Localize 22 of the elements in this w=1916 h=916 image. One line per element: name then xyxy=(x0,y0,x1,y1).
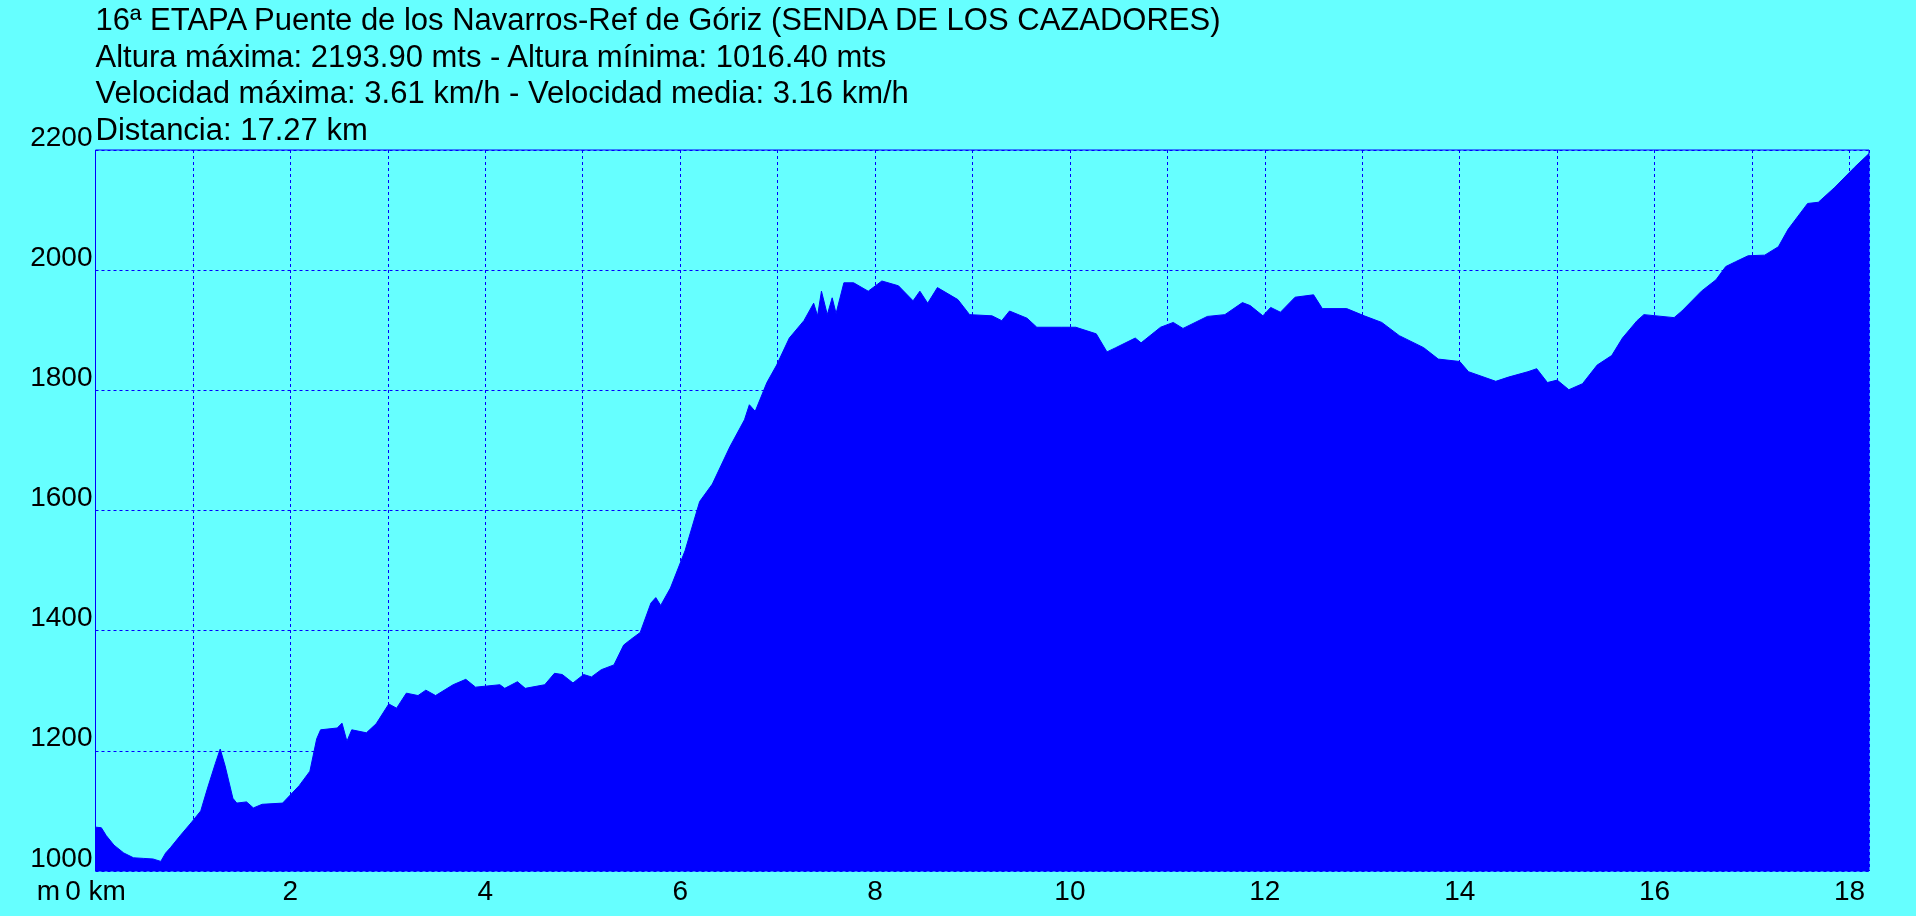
y-axis-title: m xyxy=(36,874,60,906)
chart-title: 16ª ETAPA Puente de los Navarros-Ref de Góriz (SENDA DE LOS CAZADORES) xyxy=(95,2,1221,37)
y-tick-label: 1800 xyxy=(30,360,93,392)
text: Velocidad máxima: 3.61 km/h - Velocidad media: 3.16 km/h xyxy=(95,75,909,110)
x-tick-label: 0 km xyxy=(65,874,126,906)
y-tick-label: 1400 xyxy=(30,601,93,633)
x-tick-label: 2 xyxy=(282,874,299,906)
x-tick-label: 18 xyxy=(1833,874,1866,906)
x-tick-label: 14 xyxy=(1444,874,1476,906)
x-tick-label: 6 xyxy=(672,874,688,906)
x-tick-label: 16 xyxy=(1639,874,1671,906)
y-tick-label: 1000 xyxy=(30,841,93,873)
text: Distancia: 17.27 km xyxy=(95,111,368,147)
y-tick-label: 1200 xyxy=(30,721,93,753)
text: Altura máxima: 2193.90 mts - Altura mínima: 1016.40 mts xyxy=(95,38,887,74)
y-tick-label: 2200 xyxy=(30,120,93,152)
y-tick-label: 2000 xyxy=(30,240,93,272)
y-tick-label: 1600 xyxy=(30,481,93,512)
x-tick-label: 10 xyxy=(1054,874,1086,906)
x-tick-label: 12 xyxy=(1249,874,1281,906)
x-tick-label: 8 xyxy=(867,874,883,906)
x-tick-label: 4 xyxy=(477,874,494,906)
